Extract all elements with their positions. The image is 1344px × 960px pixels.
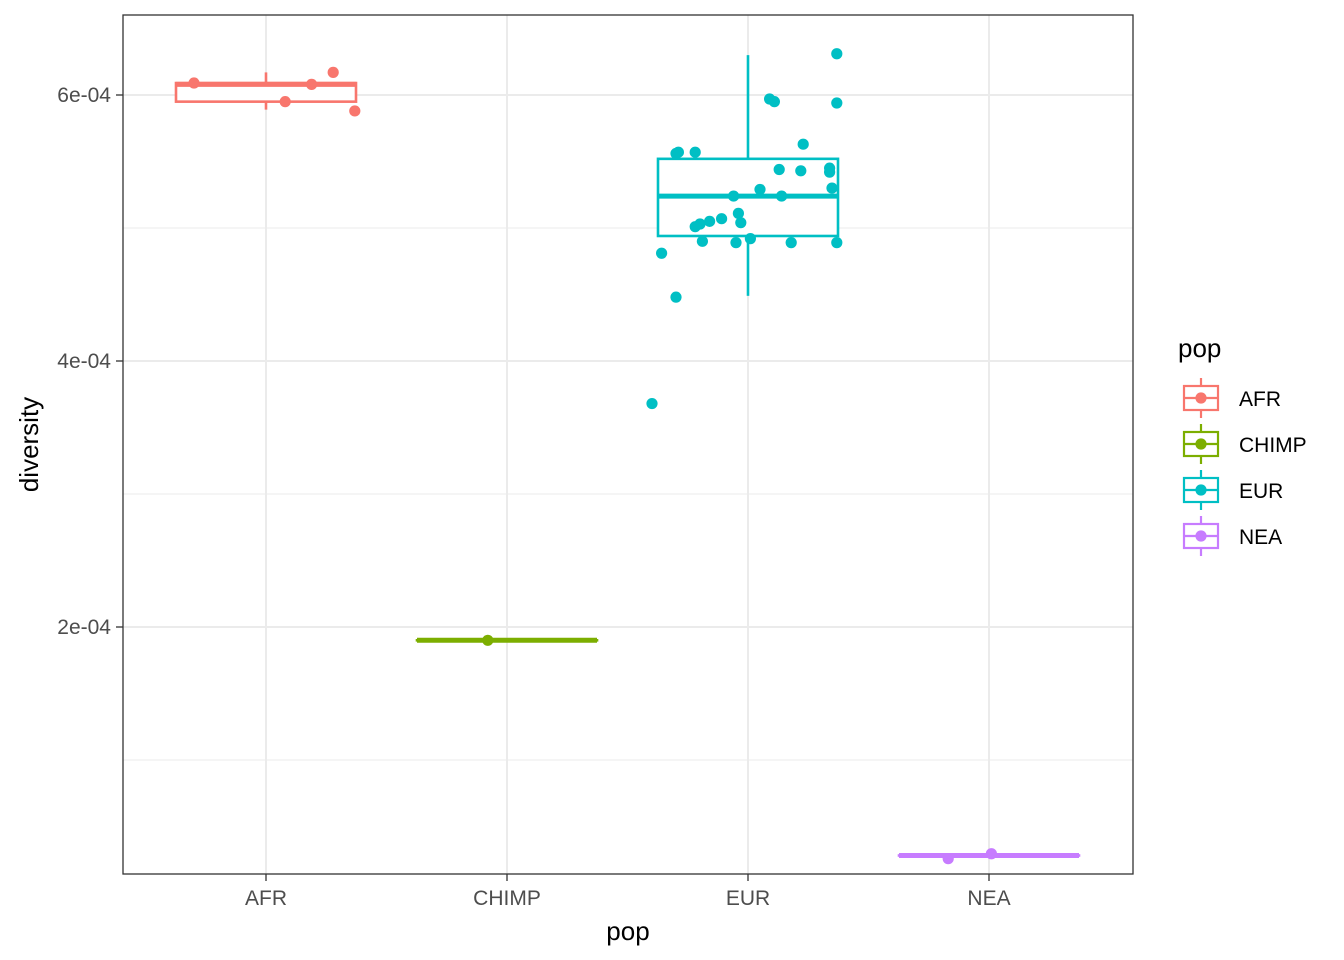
- y-tick-label: 6e-04: [57, 84, 111, 107]
- point-eur: [732, 207, 745, 219]
- legend-item-eur: EUR: [1182, 470, 1283, 510]
- y-axis-title: diversity: [14, 397, 44, 492]
- point-eur: [824, 166, 836, 178]
- point-eur: [735, 217, 747, 229]
- x-tick-label: NEA: [967, 887, 1010, 910]
- point-afr: [306, 78, 318, 90]
- legend-item-afr: AFR: [1182, 378, 1281, 418]
- point-afr: [279, 96, 291, 108]
- point-eur: [826, 182, 838, 194]
- legend-key: [1182, 424, 1220, 464]
- point-eur: [716, 213, 728, 225]
- point-eur: [754, 183, 766, 196]
- legend-label: AFR: [1239, 388, 1281, 411]
- panel-background: [123, 15, 1133, 874]
- grid: [123, 15, 1133, 874]
- point-chimp: [482, 634, 494, 646]
- x-axis-title: pop: [606, 916, 649, 946]
- legend-key: [1182, 516, 1220, 556]
- legend-key-point: [1195, 392, 1207, 404]
- jitter-points: [188, 48, 998, 865]
- x-tick-label: CHIMP: [473, 887, 541, 910]
- legend-key-point: [1195, 438, 1207, 450]
- point-eur: [656, 247, 668, 259]
- legend-key-point: [1195, 530, 1207, 542]
- point-eur: [831, 48, 843, 60]
- point-eur: [696, 235, 709, 247]
- point-eur: [831, 97, 843, 109]
- point-eur: [694, 218, 706, 230]
- point-eur: [797, 138, 809, 150]
- point-eur: [768, 96, 781, 108]
- y-tick-label: 4e-04: [57, 350, 111, 373]
- legend-title: pop: [1178, 333, 1221, 363]
- legend-label: NEA: [1239, 526, 1282, 549]
- point-afr: [188, 77, 200, 89]
- x-tick-label: EUR: [726, 887, 770, 910]
- legend-key: [1182, 378, 1220, 418]
- point-eur: [728, 190, 740, 202]
- point-eur: [704, 215, 716, 227]
- point-afr: [349, 105, 361, 117]
- legend-key-point: [1195, 484, 1207, 496]
- point-eur: [785, 237, 797, 249]
- point-afr: [327, 66, 339, 78]
- point-nea: [942, 853, 954, 865]
- y-tick-label: 2e-04: [57, 616, 111, 639]
- point-eur: [689, 146, 701, 158]
- point-eur: [670, 291, 682, 303]
- x-axis: AFR CHIMP EUR NEA: [245, 874, 1011, 910]
- point-eur: [831, 237, 843, 249]
- point-eur: [795, 165, 807, 177]
- point-eur: [773, 163, 785, 176]
- legend-label: CHIMP: [1239, 434, 1307, 457]
- legend-item-nea: NEA: [1182, 516, 1282, 556]
- point-eur: [730, 237, 742, 249]
- y-axis: 2e-04 4e-04 6e-04: [57, 84, 123, 639]
- point-eur: [744, 233, 757, 245]
- legend-item-chimp: CHIMP: [1182, 424, 1307, 464]
- point-eur: [776, 190, 788, 202]
- legend-label: EUR: [1239, 480, 1283, 503]
- legend-key: [1182, 470, 1220, 510]
- point-eur: [672, 146, 685, 158]
- panel-border: [122, 14, 1134, 875]
- x-tick-label: AFR: [245, 887, 287, 910]
- point-nea: [985, 848, 998, 860]
- point-eur: [646, 397, 658, 410]
- legend: pop AFR CHIMP EUR NEA: [1178, 333, 1307, 556]
